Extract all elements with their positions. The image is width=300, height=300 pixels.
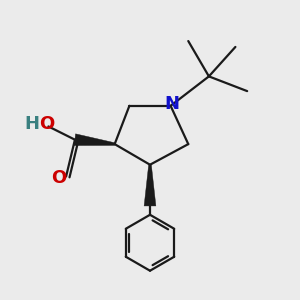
Text: O: O [39, 115, 55, 133]
Polygon shape [74, 134, 115, 146]
Text: N: N [165, 95, 180, 113]
Text: H: H [25, 115, 40, 133]
Polygon shape [144, 165, 156, 206]
Text: O: O [51, 169, 66, 187]
